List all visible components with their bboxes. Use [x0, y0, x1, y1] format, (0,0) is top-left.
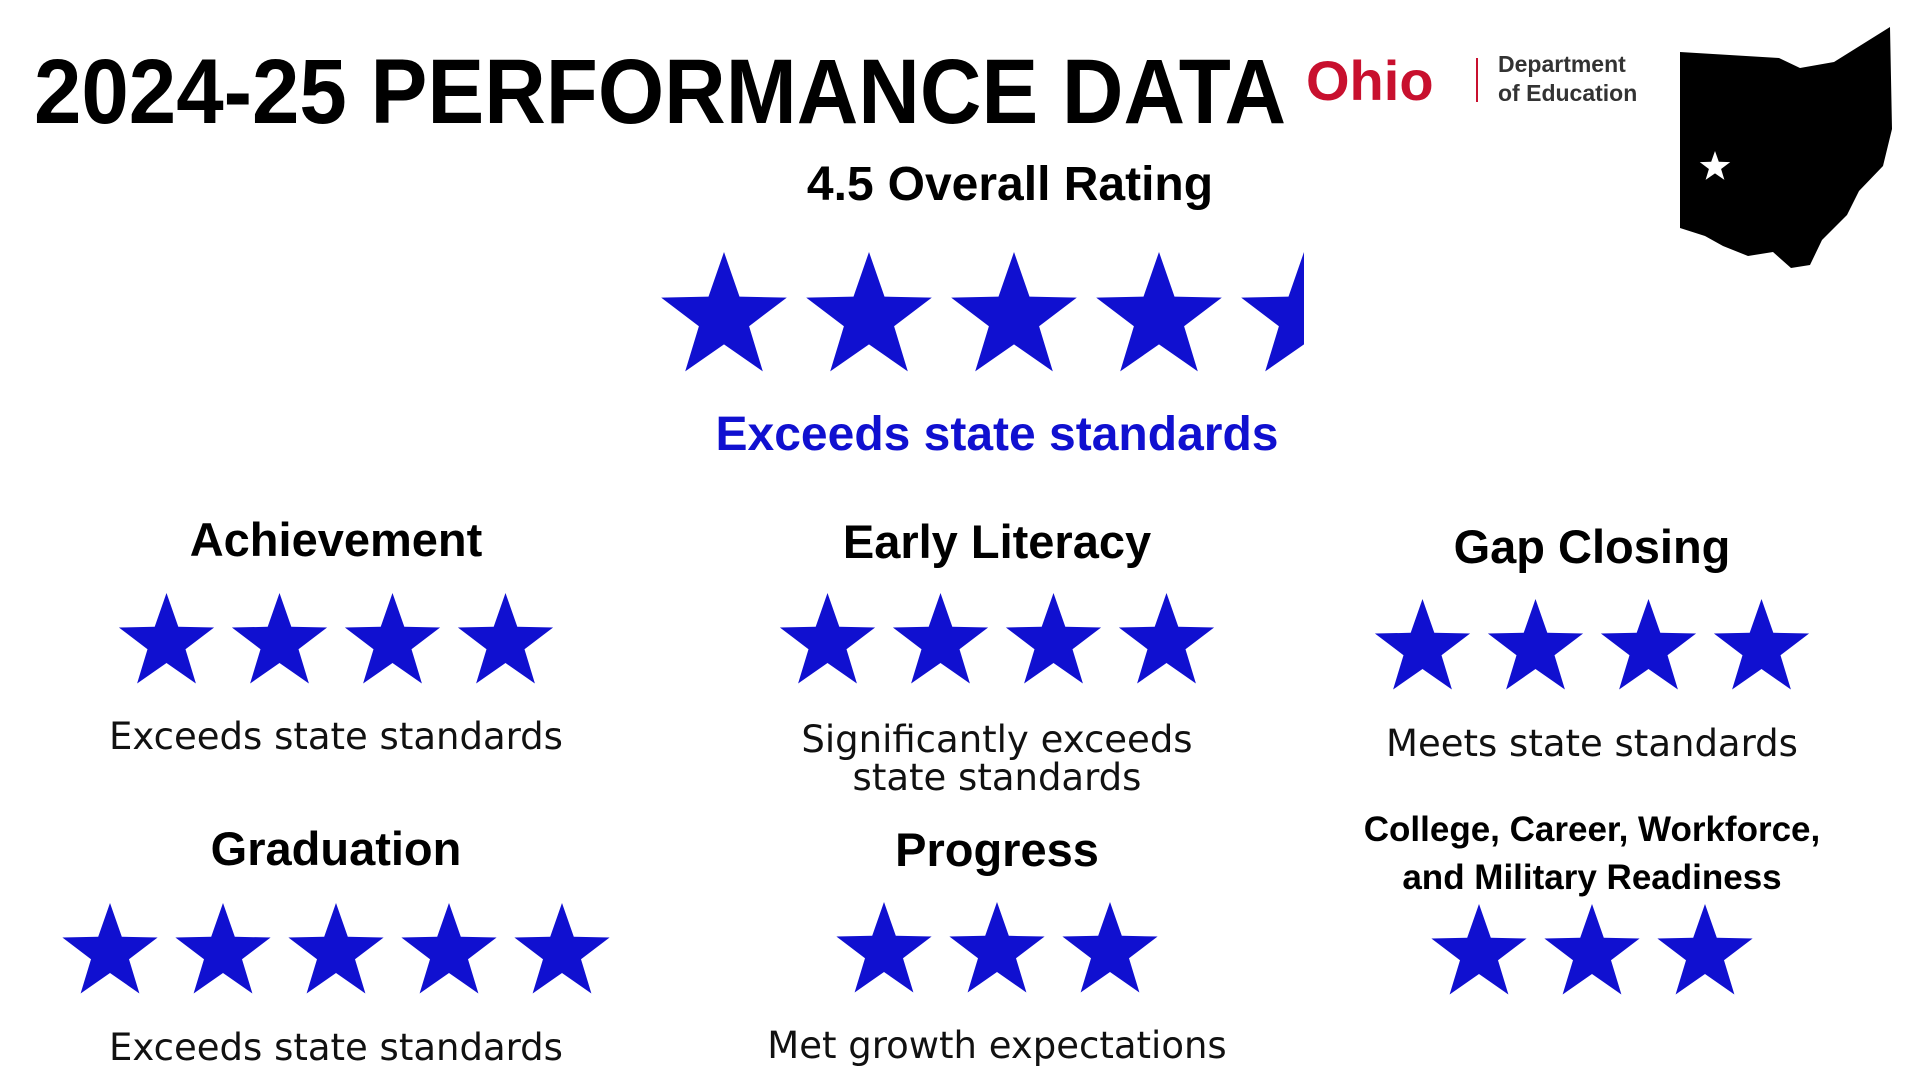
component-name: Gap Closing — [1454, 520, 1731, 573]
rating-star — [62, 903, 158, 994]
logo-name: Ohio — [1306, 49, 1434, 112]
component-description: Exceeds state standards — [109, 1026, 563, 1069]
rating-star — [118, 593, 215, 684]
rating-star — [1118, 593, 1215, 684]
rating-star — [779, 593, 876, 684]
component-name: and Military Readiness — [1402, 858, 1781, 897]
rating-star — [1657, 904, 1753, 995]
component-name: Early Literacy — [843, 515, 1151, 568]
rating-star — [1487, 599, 1584, 690]
rating-star — [1713, 599, 1810, 690]
rating-star — [1374, 599, 1471, 690]
component-description: Exceeds state standards — [109, 715, 563, 758]
rating-value: 4.5 — [807, 158, 874, 211]
rating-star — [1005, 593, 1102, 684]
rating-star — [949, 902, 1045, 993]
overall-description: Exceeds state standards — [716, 408, 1279, 461]
rating-star — [951, 252, 1077, 372]
rating-star — [457, 593, 554, 684]
component-name: Progress — [895, 823, 1099, 876]
rating-star — [514, 903, 610, 994]
rating-star — [1431, 904, 1527, 995]
rating-star — [288, 903, 384, 994]
rating-star — [1544, 904, 1640, 995]
rating-star — [231, 593, 328, 684]
rating-star — [661, 252, 787, 372]
rating-label: Overall Rating — [888, 158, 1213, 211]
location-star — [1699, 151, 1731, 180]
rating-star — [892, 593, 989, 684]
rating-star — [344, 593, 441, 684]
component-description: Met growth expectations — [767, 1024, 1226, 1067]
component-name: Achievement — [190, 513, 483, 566]
component-description: Meets state standards — [1386, 722, 1798, 765]
rating-star — [1096, 252, 1222, 372]
component-name: College, Career, Workforce, — [1364, 810, 1820, 849]
rating-star — [401, 903, 497, 994]
component-description: Significantly exceeds — [801, 718, 1192, 761]
rating-star — [1600, 599, 1697, 690]
page-title: 2024-25 PERFORMANCE DATA — [34, 41, 1286, 143]
state-shape — [1680, 27, 1892, 268]
component-name: Graduation — [211, 822, 462, 875]
rating-star — [1241, 252, 1304, 372]
rating-star — [175, 903, 271, 994]
rating-star — [1062, 902, 1158, 993]
rating-star — [806, 252, 932, 372]
overall-rating: 4.5 Overall Rating — [807, 158, 1213, 211]
component-description: state standards — [853, 756, 1142, 799]
rating-star — [836, 902, 932, 993]
ohio-logo: Ohio Department of Education — [1306, 49, 1637, 112]
logo-department-line2: of Education — [1498, 80, 1637, 106]
ohio-map — [1680, 27, 1892, 268]
logo-department: Department — [1498, 51, 1626, 77]
